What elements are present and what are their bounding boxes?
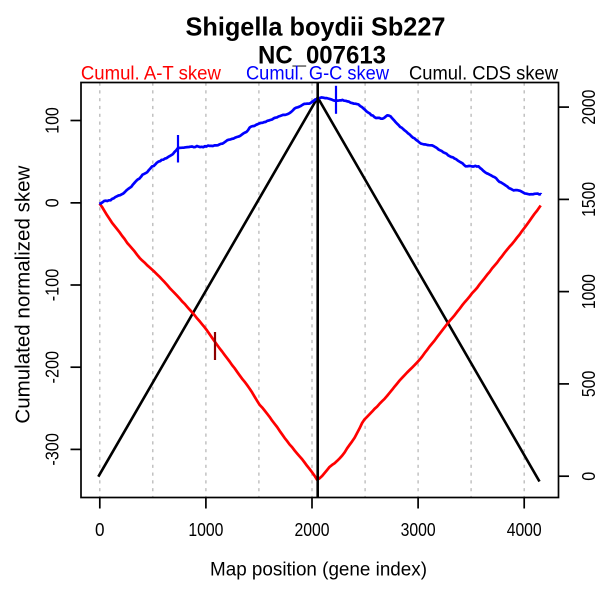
svg-text:Map position (gene index): Map position (gene index) <box>210 560 427 581</box>
svg-text:4000: 4000 <box>507 520 542 540</box>
svg-text:-100: -100 <box>43 269 63 302</box>
svg-text:0: 0 <box>43 198 63 207</box>
svg-text:NC_007613: NC_007613 <box>258 42 386 70</box>
svg-text:-200: -200 <box>43 351 63 384</box>
svg-text:Shigella boydii Sb227: Shigella boydii Sb227 <box>186 11 446 41</box>
svg-text:1000: 1000 <box>188 520 223 540</box>
svg-text:2000: 2000 <box>579 90 599 125</box>
svg-text:-300: -300 <box>43 433 63 466</box>
svg-text:1500: 1500 <box>579 182 599 217</box>
svg-text:Cumul. CDS skew: Cumul. CDS skew <box>409 64 558 85</box>
svg-text:Cumul. A-T skew: Cumul. A-T skew <box>81 64 221 85</box>
svg-text:Cumul. G-C skew: Cumul. G-C skew <box>246 64 389 85</box>
svg-text:500: 500 <box>579 371 599 398</box>
svg-text:1000: 1000 <box>579 274 599 309</box>
svg-text:Cumulated normalized skew: Cumulated normalized skew <box>13 165 35 424</box>
svg-text:0: 0 <box>579 472 599 481</box>
svg-text:2000: 2000 <box>295 520 330 540</box>
svg-text:100: 100 <box>43 107 63 134</box>
svg-text:0: 0 <box>95 520 105 540</box>
svg-text:3000: 3000 <box>401 520 436 540</box>
